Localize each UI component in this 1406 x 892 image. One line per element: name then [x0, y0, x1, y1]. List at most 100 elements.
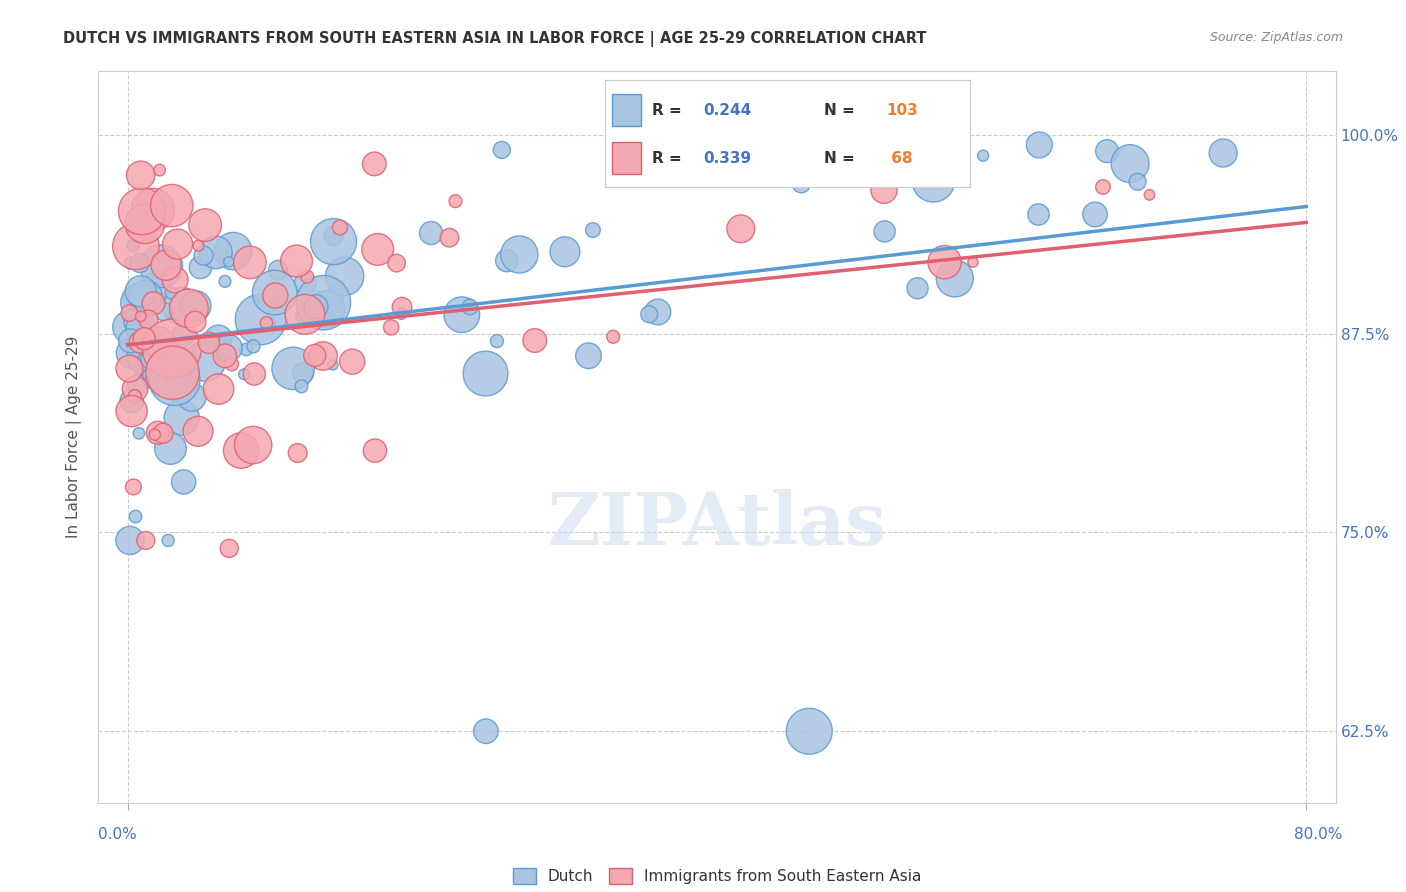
- Point: [138, 368, 160, 383]
- Point: [1126, 175, 1149, 189]
- Point: [218, 341, 240, 355]
- Point: [134, 332, 156, 346]
- Point: [204, 245, 226, 260]
- Point: [194, 218, 217, 232]
- Point: [420, 226, 443, 240]
- Point: [160, 349, 183, 363]
- Point: [235, 343, 257, 357]
- FancyBboxPatch shape: [612, 95, 641, 127]
- Point: [184, 315, 207, 329]
- Text: ZIPAtlas: ZIPAtlas: [547, 490, 887, 560]
- Point: [118, 533, 141, 548]
- Point: [907, 281, 929, 295]
- Point: [136, 348, 159, 362]
- Point: [163, 373, 186, 387]
- Point: [322, 228, 344, 243]
- Point: [125, 314, 148, 328]
- Point: [152, 304, 174, 318]
- Point: [172, 328, 194, 343]
- Point: [231, 443, 253, 458]
- Point: [243, 367, 266, 381]
- Point: [155, 258, 177, 272]
- Point: [214, 349, 236, 363]
- Text: R =: R =: [652, 151, 688, 166]
- Point: [159, 442, 181, 456]
- Point: [120, 334, 142, 348]
- Point: [342, 354, 364, 368]
- Point: [120, 346, 142, 360]
- Point: [263, 285, 285, 300]
- Point: [134, 217, 156, 231]
- Point: [222, 244, 245, 259]
- Point: [165, 273, 187, 287]
- Point: [160, 342, 183, 356]
- Point: [647, 305, 669, 319]
- Point: [170, 410, 193, 425]
- Point: [138, 346, 160, 360]
- Point: [142, 296, 165, 310]
- Text: 68: 68: [886, 151, 912, 166]
- Point: [143, 347, 166, 361]
- Point: [127, 292, 149, 306]
- Point: [242, 438, 264, 452]
- Point: [523, 334, 546, 348]
- Point: [474, 367, 496, 381]
- Point: [146, 425, 169, 440]
- Point: [160, 198, 183, 212]
- Point: [364, 443, 387, 458]
- Point: [177, 301, 200, 316]
- Point: [214, 345, 236, 359]
- Point: [124, 509, 146, 524]
- Point: [485, 334, 508, 348]
- Point: [239, 255, 262, 269]
- Point: [233, 368, 256, 382]
- Point: [450, 308, 472, 322]
- Point: [312, 295, 335, 310]
- Point: [150, 260, 173, 274]
- Point: [444, 194, 467, 208]
- Point: [439, 230, 461, 244]
- Point: [152, 426, 174, 441]
- Text: 0.0%: 0.0%: [98, 827, 138, 841]
- Point: [135, 290, 157, 304]
- Point: [194, 354, 217, 368]
- Point: [128, 426, 150, 441]
- Point: [122, 239, 145, 253]
- Point: [315, 302, 337, 317]
- Point: [150, 344, 173, 359]
- Point: [129, 169, 152, 183]
- Point: [218, 541, 240, 556]
- Point: [129, 256, 152, 270]
- Text: Source: ZipAtlas.com: Source: ZipAtlas.com: [1209, 31, 1343, 45]
- Point: [1212, 146, 1234, 161]
- Point: [790, 177, 813, 191]
- Point: [128, 295, 150, 310]
- Point: [122, 334, 145, 348]
- Point: [305, 300, 328, 314]
- Point: [322, 358, 344, 372]
- Point: [139, 375, 162, 389]
- Point: [170, 300, 193, 314]
- Point: [121, 404, 143, 418]
- Point: [294, 310, 316, 324]
- Point: [136, 354, 159, 368]
- FancyBboxPatch shape: [612, 143, 641, 175]
- Point: [207, 332, 229, 346]
- Point: [554, 244, 576, 259]
- Point: [638, 307, 661, 321]
- Point: [118, 306, 141, 320]
- Point: [491, 143, 513, 157]
- Point: [285, 254, 308, 268]
- Point: [118, 320, 141, 334]
- Point: [582, 223, 605, 237]
- Point: [138, 312, 160, 326]
- Point: [495, 253, 517, 268]
- Point: [221, 357, 243, 371]
- Point: [1119, 156, 1142, 170]
- Text: N =: N =: [824, 151, 860, 166]
- Point: [943, 271, 966, 285]
- Point: [214, 274, 236, 288]
- Y-axis label: In Labor Force | Age 25-29: In Labor Force | Age 25-29: [66, 336, 83, 538]
- Point: [135, 533, 157, 548]
- Point: [184, 299, 207, 313]
